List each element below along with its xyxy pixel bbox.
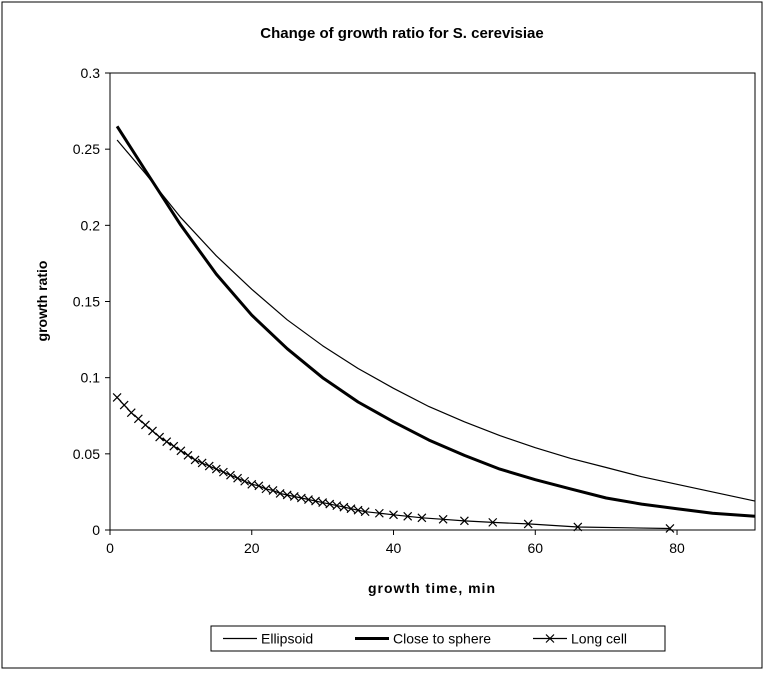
data-point-marker <box>261 484 271 494</box>
series-line-0 <box>116 139 756 502</box>
data-point-marker <box>148 426 157 436</box>
data-point-marker <box>325 499 335 509</box>
data-point-marker <box>282 490 292 500</box>
data-point-marker <box>332 501 342 511</box>
chart-title: Change of growth ratio for S. cerevisiae <box>260 25 543 42</box>
y-tick-label: 0.2 <box>81 217 101 233</box>
data-point-marker <box>459 516 469 526</box>
x-tick-label: 20 <box>244 540 260 556</box>
data-point-marker <box>353 505 363 515</box>
data-point-marker <box>197 458 207 468</box>
y-tick-label: 0.1 <box>81 370 101 386</box>
data-point-marker <box>119 400 129 410</box>
x-axis-label: growth time, min <box>368 580 496 596</box>
x-tick-label: 40 <box>386 540 402 556</box>
data-point-marker <box>133 414 143 424</box>
data-point-marker <box>523 519 533 529</box>
data-point-marker <box>126 408 136 418</box>
y-tick-label: 0.25 <box>73 141 100 157</box>
y-tick-label: 0.3 <box>81 65 101 81</box>
data-point-marker <box>346 504 356 514</box>
data-point-marker <box>268 485 278 495</box>
data-point-marker <box>417 513 427 523</box>
data-point-marker <box>573 522 583 532</box>
x-axis-ticks: 0 20 40 60 80 <box>106 530 685 556</box>
data-point-marker <box>169 441 179 451</box>
data-point-marker <box>155 432 165 442</box>
data-point-marker <box>339 502 349 512</box>
legend-marker <box>545 634 555 643</box>
data-point-marker <box>183 450 193 460</box>
data-point-marker <box>360 507 370 517</box>
data-point-marker <box>311 496 320 506</box>
x-tick-label: 60 <box>527 540 543 556</box>
series-layer <box>112 125 756 533</box>
legend-box <box>210 625 666 652</box>
data-point-marker <box>254 481 264 491</box>
plot-area <box>109 72 756 531</box>
legend: Ellipsoid Close to sphere Long cell <box>210 625 666 652</box>
data-point-marker <box>190 455 200 465</box>
legend-label-0: Ellipsoid <box>261 631 313 647</box>
legend-label-2: Long cell <box>571 631 627 647</box>
data-point-marker <box>240 476 250 486</box>
y-tick-label: 0.05 <box>73 446 100 462</box>
data-point-marker <box>374 508 384 518</box>
series-line-2 <box>116 397 670 530</box>
data-point-marker <box>275 489 285 498</box>
data-point-marker <box>438 514 448 524</box>
series-line-1 <box>115 125 756 518</box>
data-point-marker <box>403 511 413 521</box>
x-tick-label: 80 <box>669 540 685 556</box>
y-tick-label: 0 <box>92 522 100 538</box>
data-point-marker <box>665 524 675 533</box>
legend-items: Ellipsoid Close to sphere Long cell <box>223 631 627 647</box>
data-point-marker <box>233 473 243 483</box>
data-point-marker <box>389 510 398 520</box>
data-point-marker <box>289 492 299 501</box>
data-point-marker <box>318 498 328 508</box>
data-point-marker <box>218 467 228 477</box>
data-point-marker <box>488 517 498 527</box>
data-point-marker <box>204 461 214 471</box>
y-axis-ticks: 0 0.05 0.1 0.15 0.2 0.25 0.3 <box>73 65 110 538</box>
data-point-marker <box>226 470 235 480</box>
legend-label-1: Close to sphere <box>393 631 491 647</box>
data-point-marker <box>176 446 186 456</box>
y-axis-label: growth ratio <box>34 261 50 342</box>
data-point-marker <box>162 437 172 447</box>
x-tick-label: 0 <box>106 540 114 556</box>
data-point-marker <box>296 493 306 503</box>
data-point-marker <box>247 479 257 489</box>
data-point-marker <box>304 495 313 504</box>
y-tick-label: 0.15 <box>73 294 100 310</box>
data-point-marker <box>211 464 221 474</box>
data-point-marker <box>141 420 150 430</box>
data-point-marker <box>112 393 122 402</box>
